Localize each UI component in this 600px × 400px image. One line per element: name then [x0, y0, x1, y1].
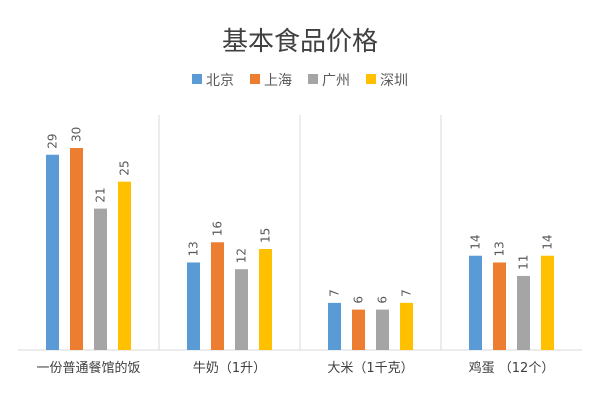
data-label: 7	[328, 289, 342, 297]
category-label: 大米（1千克）	[327, 361, 413, 376]
data-label: 14	[469, 234, 483, 249]
legend-label: 广州	[322, 73, 350, 89]
data-label: 21	[94, 187, 108, 202]
legend-label: 深圳	[380, 73, 408, 89]
data-label: 15	[259, 228, 273, 243]
data-label: 30	[70, 127, 84, 142]
bar	[376, 309, 389, 350]
bar	[187, 262, 200, 350]
data-label: 29	[46, 133, 60, 148]
bar	[352, 309, 365, 350]
data-label: 25	[118, 160, 132, 175]
bar	[328, 302, 341, 350]
data-label: 12	[235, 248, 249, 263]
legend-label: 北京	[206, 73, 234, 89]
data-label: 13	[493, 241, 507, 256]
legend-swatch	[366, 74, 376, 84]
bar	[259, 249, 272, 350]
bar	[70, 148, 83, 350]
legend: 北京 上海 广州 深圳	[192, 73, 408, 89]
data-label: 11	[517, 255, 531, 270]
bar	[541, 255, 554, 350]
bar	[46, 154, 59, 350]
data-label: 16	[211, 221, 225, 236]
data-label: 13	[187, 241, 201, 256]
bar	[493, 262, 506, 350]
data-label: 6	[352, 296, 366, 304]
bar	[118, 181, 131, 350]
chart-title: 基本食品价格	[222, 27, 378, 57]
legend-label: 上海	[264, 73, 292, 89]
bar	[235, 269, 248, 350]
data-label: 7	[400, 289, 414, 297]
bar	[211, 242, 224, 350]
category-label: 一份普通餐馆的饭	[36, 360, 140, 376]
legend-swatch	[250, 74, 260, 84]
plot-area: 29 30 21 25 一份普通餐馆的饭 13 16 12 15 牛奶（1升） 7 6 6 7 大米（1千克…	[18, 115, 582, 376]
bar	[517, 275, 530, 350]
data-label: 14	[541, 234, 555, 249]
bar	[469, 255, 482, 350]
bar	[94, 208, 107, 350]
legend-swatch	[308, 74, 318, 84]
legend-swatch	[192, 74, 202, 84]
category-label: 牛奶（1升）	[193, 361, 266, 376]
bar	[400, 302, 413, 350]
category-label: 鸡蛋 （12个）	[469, 360, 555, 376]
data-label: 6	[376, 296, 390, 304]
